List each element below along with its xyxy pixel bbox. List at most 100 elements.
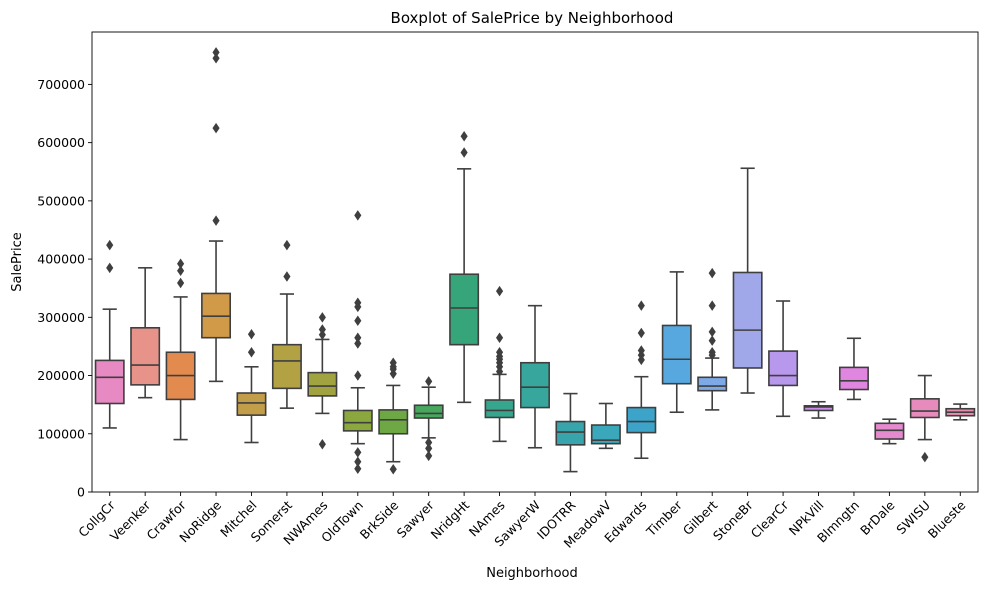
outlier-point [212,47,220,58]
outlier-point [247,347,256,358]
box-sawyer [413,376,444,462]
outlier-point [177,258,185,269]
box-iqr [697,376,728,392]
box-iqr [342,409,373,432]
box-iqr [661,324,692,385]
outlier-point [425,437,433,448]
outlier-point [318,324,326,335]
box-iqr [874,422,905,440]
box-collgcr [94,239,125,429]
box-nridght [449,130,480,404]
box-iqr [307,371,338,397]
outlier-point [354,210,362,221]
y-tick-label: 600000 [37,135,85,150]
box-iqr [94,359,125,405]
outlier-point [354,456,362,467]
box-iqr [768,350,799,387]
outlier-point [283,271,291,282]
y-tick-label: 500000 [37,193,85,208]
outlier-point [354,332,362,343]
box-edwards [626,300,657,460]
box-clearcr [768,300,799,418]
y-tick-label: 400000 [37,252,85,267]
x-tick-label: BrkSide [357,497,402,542]
box-veenker [130,267,161,399]
y-tick-label: 700000 [37,77,85,92]
box-iqr [909,398,940,419]
box-iqr [449,273,480,346]
outlier-point [354,447,362,458]
outlier-point [283,239,291,251]
outlier-point [708,300,716,311]
box-timber [661,271,692,414]
box-swisu [909,374,940,463]
y-tick-label: 200000 [37,368,85,383]
outlier-point [425,376,433,387]
outlier-point [318,312,326,323]
outlier-point [637,327,645,339]
outlier-point [637,345,645,356]
outlier-point [425,450,433,462]
y-axis-label: SalePrice [10,232,25,292]
box-iqr [271,343,302,390]
box-crawfor [165,258,196,441]
box-iqr [520,361,550,409]
outlier-point [354,463,362,474]
x-tick-label: Blueste [925,497,969,541]
box-iqr [838,366,869,391]
box-iqr [803,405,834,412]
box-stonebr [732,167,763,394]
box-iqr [130,326,161,386]
chart-title: Boxplot of SalePrice by Neighborhood [391,9,674,27]
outlier-point [708,267,716,279]
y-tick-label: 100000 [37,426,85,441]
outlier-point [354,315,362,327]
x-axis-label: Neighborhood [486,566,578,581]
box-somerst [271,239,302,409]
box-mitchel [236,328,267,444]
outlier-point [460,130,468,142]
outlier-point [318,439,326,450]
outlier-point [247,328,256,340]
outlier-point [354,297,362,309]
x-tick-label: ClearCr [748,497,792,541]
outlier-point [354,370,362,381]
y-tick-label: 0 [77,485,85,500]
y-tick-label: 300000 [37,310,85,325]
box-brkside [378,357,409,475]
box-noridge [201,47,232,383]
box-idotrr [555,392,586,473]
outlier-point [106,262,114,274]
box-iqr [413,404,444,419]
box-iqr [555,420,586,446]
outlier-point [495,347,504,358]
x-tick-label: BrDale [857,497,898,538]
outlier-point [212,122,220,134]
box-brdale [874,418,905,445]
outlier-point [177,265,185,276]
box-gilbert [697,267,728,411]
outlier-point [177,277,185,289]
outlier-point [495,285,504,297]
box-iqr [590,424,621,445]
outlier-point [212,215,220,226]
box-iqr [626,406,657,434]
outlier-point [921,451,929,463]
outlier-point [389,464,397,475]
outlier-point [708,335,716,346]
box-iqr [236,392,267,416]
x-tick-label: StoneBr [710,497,756,543]
outlier-point [106,239,114,251]
box-nwames [307,312,338,450]
outlier-point [495,332,504,343]
box-npkvill [803,400,834,419]
box-oldtown [342,210,373,474]
outlier-point [637,300,645,311]
box-iqr [732,271,763,369]
outlier-point [708,347,716,358]
box-blmngtn [838,337,869,401]
outlier-point [708,326,716,338]
box-names [484,285,515,443]
x-tick-label: NridgHt [428,497,473,542]
